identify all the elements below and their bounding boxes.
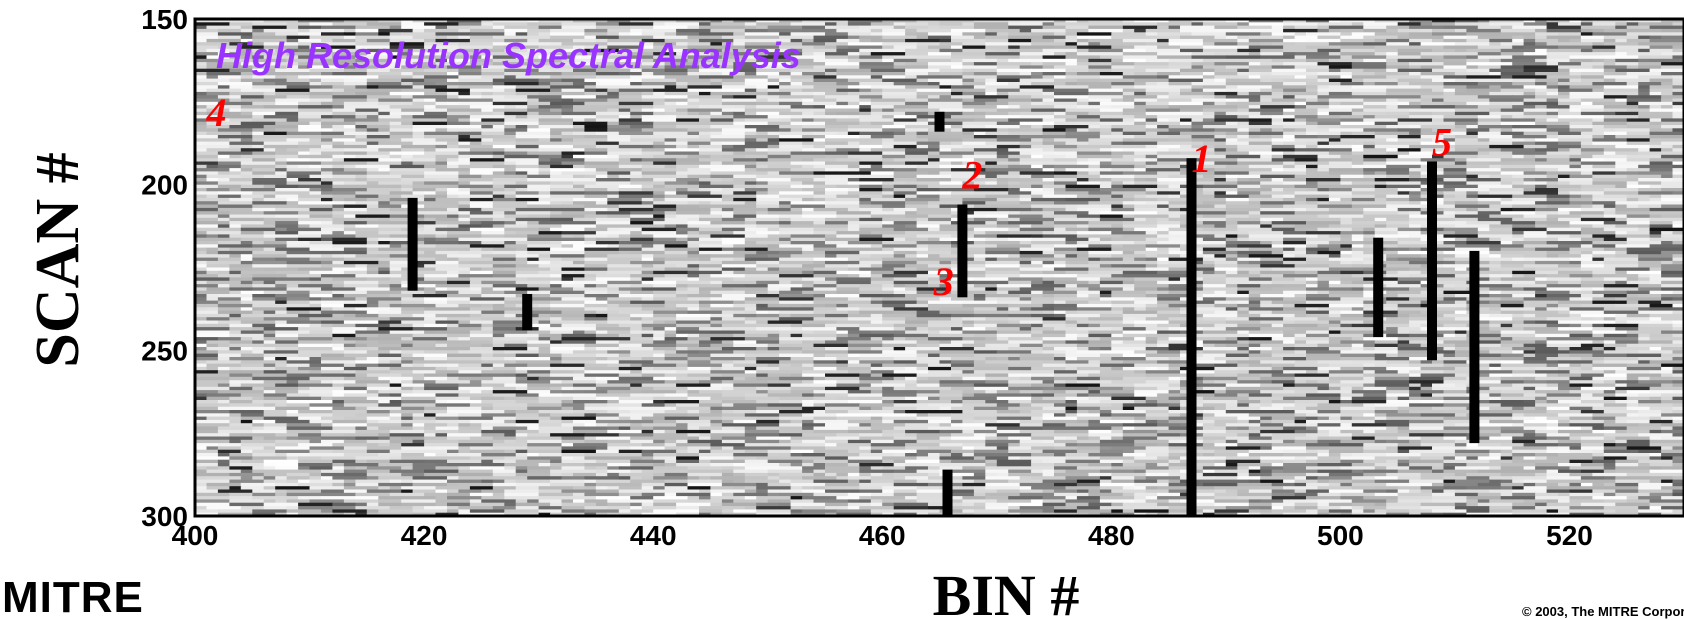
copyright-text: © 2003, The MITRE Corporation xyxy=(1522,604,1684,619)
x-tick-label: 460 xyxy=(859,520,906,551)
x-tick-label: 520 xyxy=(1546,520,1593,551)
x-tick-label: 480 xyxy=(1088,520,1135,551)
tone-line-5 xyxy=(1469,250,1480,444)
annotations: 1 2 3 4 5 xyxy=(206,90,1453,304)
plot-frame xyxy=(193,17,1684,518)
x-tick-label: 500 xyxy=(1317,520,1364,551)
tone-line-1 xyxy=(1186,158,1197,516)
annotation-1: 1 xyxy=(1192,136,1212,181)
tone-line-8 xyxy=(934,111,945,132)
x-tick-label: 420 xyxy=(401,520,448,551)
annotation-5: 5 xyxy=(1432,120,1452,165)
chart-title: High Resolution Spectral Analysis xyxy=(216,35,801,76)
y-axis: 150 200 250 300 xyxy=(141,4,188,532)
spectrogram-plot xyxy=(195,19,1684,516)
y-tick-label: 150 xyxy=(141,4,188,35)
tone-line-2 xyxy=(957,204,968,298)
tone-line-6 xyxy=(407,197,418,291)
annotation-4: 4 xyxy=(206,90,227,135)
tone-line-3 xyxy=(1373,237,1384,338)
x-tick-label: 440 xyxy=(630,520,677,551)
tone-lines xyxy=(407,111,1480,516)
y-tick-label: 200 xyxy=(141,170,188,201)
y-axis-label: SCAN # xyxy=(24,152,92,367)
mitre-logo: MITRE xyxy=(2,573,144,620)
noise-cells xyxy=(195,19,1684,516)
x-axis: 400 420 440 460 480 500 520 xyxy=(172,520,1593,551)
x-axis-label: BIN # xyxy=(933,563,1080,620)
y-tick-label: 250 xyxy=(141,335,188,366)
x-tick-label: 400 xyxy=(172,520,219,551)
annotation-3: 3 xyxy=(933,259,954,304)
tone-line-7 xyxy=(522,294,533,331)
annotation-2: 2 xyxy=(961,153,982,198)
tone-line-4 xyxy=(1427,161,1437,361)
y-tick-label: 300 xyxy=(141,501,188,532)
tone-line-9 xyxy=(942,469,953,516)
